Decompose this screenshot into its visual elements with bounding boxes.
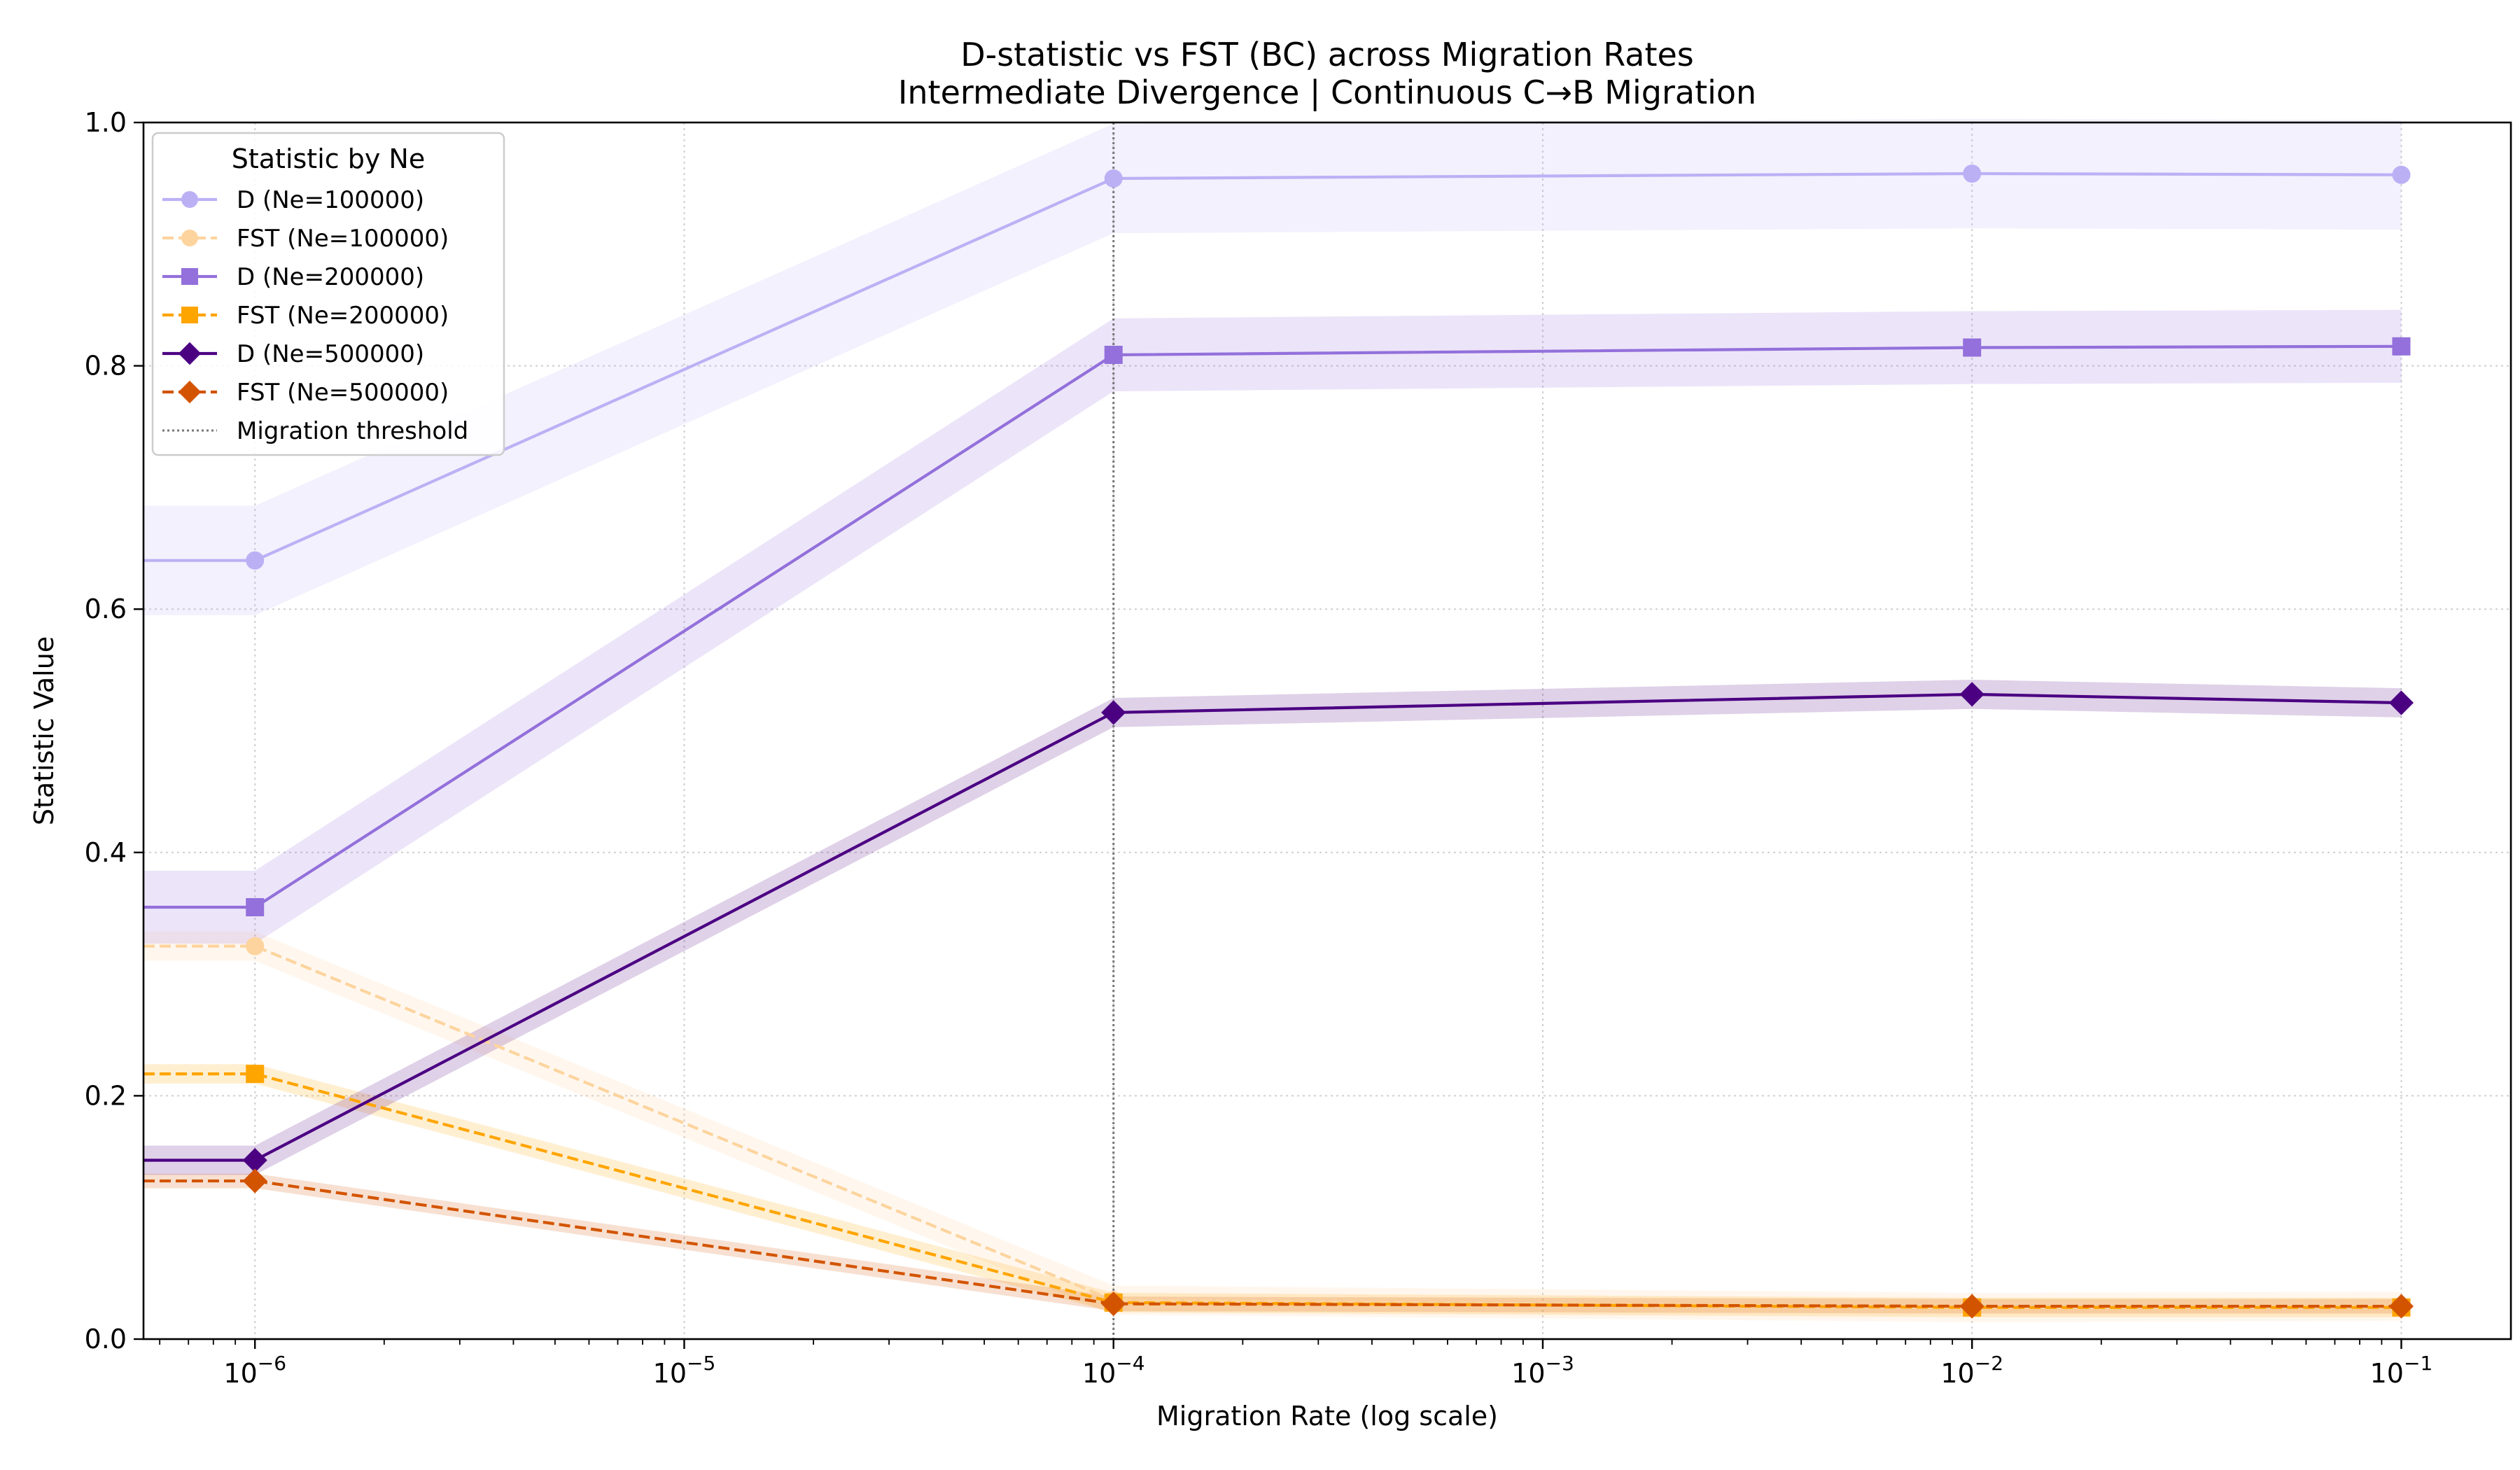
confidence-bands [144, 118, 2402, 1322]
x-tick-base: 10 [1082, 1358, 1116, 1389]
band-d-ne-200000 [144, 309, 2402, 944]
x-tick-label: 10−4 [1082, 1352, 1145, 1389]
chart-title: D-statistic vs FST (BC) across Migration… [960, 36, 1694, 74]
axis-ticks [134, 121, 2402, 1349]
marker-fst-ne-100000 [246, 937, 265, 955]
y-axis-label: Statistic Value [29, 636, 59, 825]
marker-fst-ne-500000 [1101, 1292, 1126, 1317]
x-tick-base: 10 [653, 1358, 687, 1389]
x-tick-label: 10−2 [1940, 1352, 2003, 1389]
marker-d-ne-500000 [2388, 690, 2414, 715]
legend-entry-label: FST (Ne=500000) [237, 379, 449, 407]
marker-d-ne-100000 [1104, 169, 1123, 188]
marker-d-ne-200000 [1104, 345, 1123, 364]
marker-d-ne-100000 [1963, 164, 1982, 183]
band-fst-ne-200000 [144, 1064, 2402, 1317]
legend-entry-label: FST (Ne=200000) [237, 302, 449, 330]
marker-fst-ne-500000 [242, 1168, 267, 1194]
marker-d-ne-100000 [246, 551, 265, 570]
y-tick-label: 0.4 [85, 837, 127, 868]
legend-swatch-marker [181, 230, 198, 246]
line-fst-ne-200000 [144, 1072, 2402, 1309]
legend-swatch-marker [181, 191, 198, 208]
marker-fst-ne-500000 [2388, 1294, 2414, 1319]
y-tick-label: 0.6 [85, 594, 127, 624]
marker-d-ne-500000 [242, 1147, 267, 1173]
legend-entry-label: Migration threshold [237, 417, 468, 445]
legend-title: Statistic by Ne [232, 144, 425, 174]
x-axis-label: Migration Rate (log scale) [1156, 1401, 1498, 1432]
x-tick-exponent: −3 [1546, 1352, 1574, 1375]
y-tick-label: 0.8 [85, 351, 127, 382]
legend-entry-label: FST (Ne=100000) [237, 225, 449, 253]
marker-d-ne-200000 [2392, 337, 2411, 356]
x-tick-label: 10−3 [1511, 1352, 1574, 1389]
x-tick-exponent: −5 [687, 1352, 715, 1375]
legend: Statistic by Ne D (Ne=100000) FST (Ne=100… [151, 132, 505, 456]
legend-swatch-marker [178, 342, 202, 365]
marker-d-ne-500000 [1101, 700, 1126, 725]
x-tick-base: 10 [2370, 1358, 2404, 1389]
marker-fst-ne-500000 [1959, 1294, 1984, 1319]
band-d-ne-100000 [144, 118, 2402, 615]
legend-entry-label: D (Ne=100000) [237, 186, 424, 214]
x-tick-label: 10−5 [653, 1352, 716, 1389]
marker-fst-ne-200000 [246, 1065, 265, 1084]
legend-swatch-marker [181, 268, 198, 285]
legend-swatch-marker [178, 380, 202, 404]
x-tick-label: 10−1 [2370, 1352, 2433, 1389]
tick-labels: 10−6 10−5 10−4 10−3 10−2 10−10.00.20.40.60.81… [85, 107, 2433, 1389]
legend-swatch-marker [181, 307, 198, 323]
x-tick-exponent: −1 [2404, 1352, 2432, 1375]
x-tick-exponent: −6 [258, 1352, 286, 1375]
x-tick-label: 10−6 [223, 1352, 286, 1389]
y-tick-label: 0.2 [85, 1080, 127, 1111]
y-tick-label: 0.0 [85, 1324, 127, 1354]
marker-d-ne-200000 [246, 898, 265, 917]
marker-d-ne-200000 [1963, 338, 1982, 357]
chart-subtitle: Intermediate Divergence | Continuous C→B… [898, 74, 1756, 112]
series-markers [242, 164, 2414, 1319]
x-tick-exponent: −4 [1116, 1352, 1144, 1375]
legend-entry-label: D (Ne=200000) [237, 263, 424, 291]
x-tick-base: 10 [1940, 1358, 1974, 1389]
line-fst-ne-500000 [144, 1179, 2402, 1308]
x-tick-base: 10 [223, 1358, 257, 1389]
x-tick-base: 10 [1511, 1358, 1545, 1389]
x-tick-exponent: −2 [1975, 1352, 2003, 1375]
legend-entry-label: D (Ne=500000) [237, 340, 424, 368]
marker-d-ne-500000 [1959, 682, 1984, 707]
legend-box [151, 132, 505, 456]
y-tick-label: 1.0 [85, 107, 127, 138]
marker-d-ne-100000 [2392, 165, 2411, 184]
band-fst-ne-500000 [144, 1173, 2402, 1314]
plot-frame [142, 121, 2512, 1340]
